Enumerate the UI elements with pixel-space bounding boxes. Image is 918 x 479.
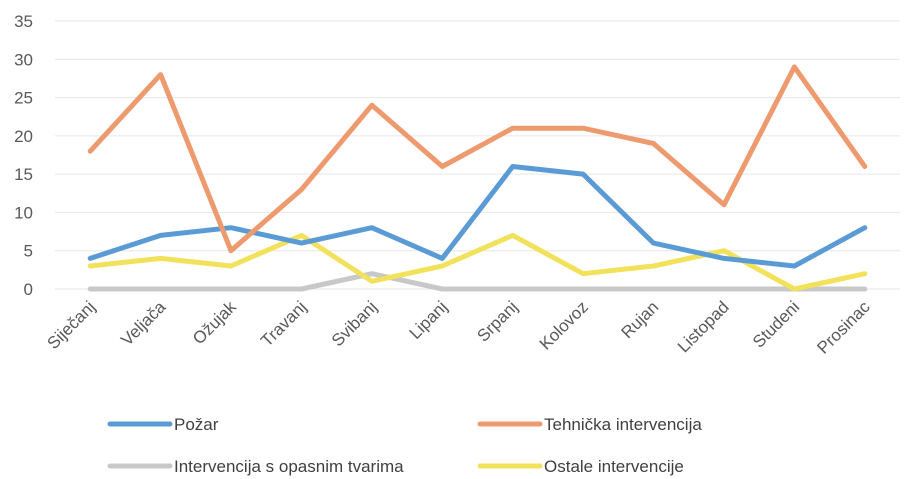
y-tick-label: 5 (24, 242, 33, 261)
x-axis-tick-labels: Siječanj Veljača Ožujak Travanj Svibanj Lipan… (43, 297, 873, 358)
x-tick-label: Srpanj (473, 297, 521, 345)
y-tick-label: 35 (14, 12, 33, 31)
x-tick-label: Studeni (749, 297, 803, 351)
x-tick-label: Veljača (117, 297, 170, 350)
legend-item: Tehnička intervencija (477, 415, 702, 434)
y-tick-label: 20 (14, 127, 33, 146)
legend-item: Intervencija s opasnim tvarima (107, 457, 404, 476)
y-axis-tick-labels: 0 5 10 15 20 25 30 35 (14, 12, 33, 299)
series-line (87, 232, 868, 292)
x-tick-label: Svibanj (328, 297, 381, 350)
x-tick-label: Travanj (257, 297, 310, 350)
y-tick-label: 15 (14, 165, 33, 184)
x-tick-label: Kolovoz (536, 297, 592, 353)
x-tick-label: Ožujak (189, 297, 240, 348)
y-tick-label: 25 (14, 89, 33, 108)
series-line (87, 64, 868, 254)
legend-label: Požar (174, 415, 219, 434)
series-lines (87, 64, 868, 292)
y-tick-label: 30 (14, 50, 33, 69)
y-tick-label: 10 (14, 203, 33, 222)
x-tick-label: Siječanj (43, 297, 99, 353)
legend-item: Ostale intervencije (477, 457, 684, 476)
x-tick-label: Prosinac (813, 297, 874, 358)
series-line (87, 164, 868, 269)
legend-label: Intervencija s opasnim tvarima (174, 457, 404, 476)
x-tick-label: Lipanj (406, 297, 452, 343)
y-tick-label: 0 (24, 280, 33, 299)
x-tick-label: Rujan (618, 297, 663, 342)
legend-label: Ostale intervencije (544, 457, 684, 476)
legend: Požar Tehnička intervencija Intervencija s… (107, 415, 702, 476)
legend-item: Požar (107, 415, 219, 434)
series-line (87, 271, 868, 292)
legend-label: Tehnička intervencija (544, 415, 702, 434)
x-tick-label: Listopad (674, 297, 733, 356)
